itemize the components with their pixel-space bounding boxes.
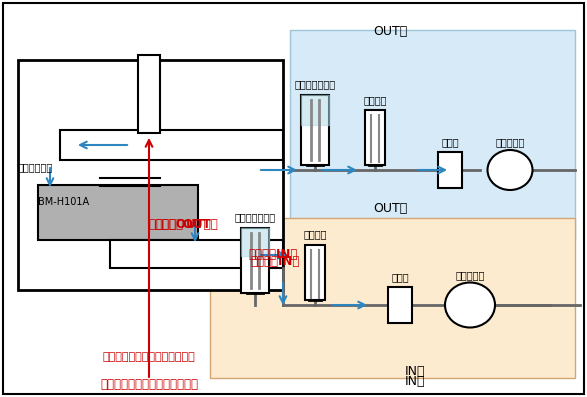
Ellipse shape [487,150,532,190]
Text: 吸引ポンプ: 吸引ポンプ [495,137,525,147]
Text: インピンジャー: インピンジャー [234,212,275,222]
Bar [241,228,269,293]
Text: トラップ: トラップ [303,229,327,239]
Bar [365,110,385,165]
Text: トラップ: トラップ [363,95,387,105]
Text: 流量計: 流量計 [441,137,459,147]
Text: 採取口（OUT）: 採取口（OUT） [148,218,211,231]
Bar [60,130,283,160]
Text: 採取口（OUT）: 採取口（OUT） [155,218,218,231]
Text: IN側: IN側 [405,365,425,378]
Text: ネブライザー接続（菌液噴霧）: ネブライザー接続（菌液噴霧） [100,378,198,391]
Text: 採取口（IN）: 採取口（IN） [248,248,298,261]
Bar [210,218,575,378]
Text: IN側: IN側 [405,375,425,388]
Bar [301,95,329,165]
Text: OUT側: OUT側 [373,25,407,38]
Text: 試験ボックス: 試験ボックス [18,162,53,172]
Bar [38,185,198,240]
Bar [438,152,462,188]
Text: 採取口（IN）: 採取口（IN） [250,255,299,268]
Text: 流量計: 流量計 [391,272,409,282]
Ellipse shape [445,283,495,328]
Text: ネブライザー接続（菌液噴霧）: ネブライザー接続（菌液噴霧） [103,352,195,362]
Bar [305,245,325,300]
Text: 吸引ポンプ: 吸引ポンプ [456,270,485,280]
Bar [388,287,412,323]
Bar [110,240,283,268]
Bar [18,60,283,290]
Text: BM-H101A: BM-H101A [38,197,89,207]
Text: インピンジャー: インピンジャー [295,79,336,89]
Text: OUT側: OUT側 [373,202,407,215]
Bar [138,55,160,133]
Bar [290,30,575,240]
